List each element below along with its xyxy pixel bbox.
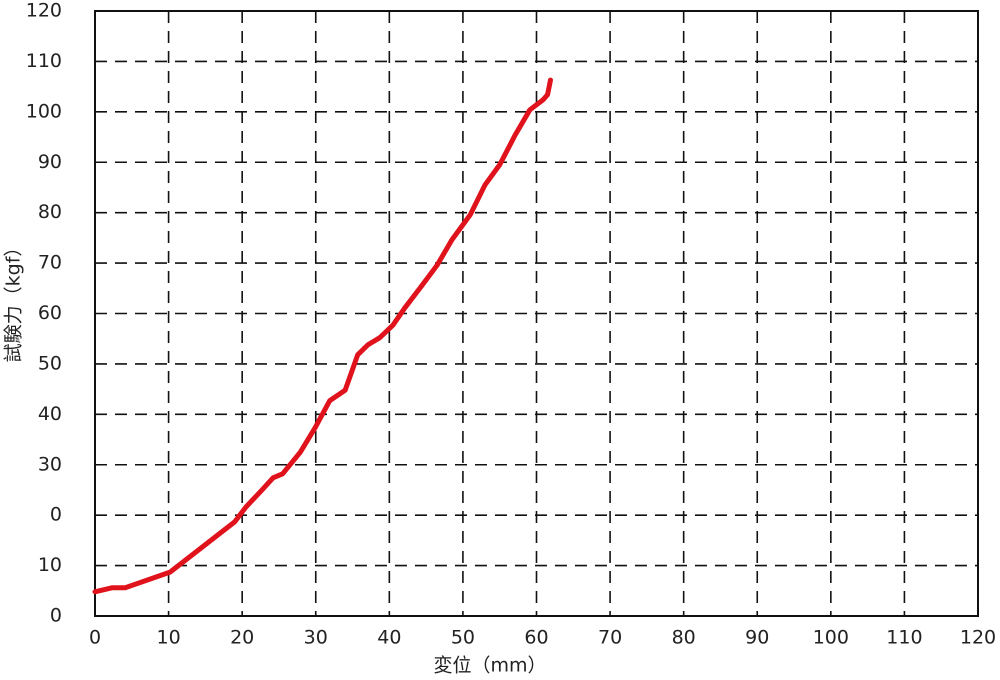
x-tick-label: 80 bbox=[672, 627, 696, 649]
y-tick-label: 30 bbox=[38, 453, 62, 475]
x-tick-label: 50 bbox=[451, 627, 475, 649]
y-tick-label: 60 bbox=[38, 302, 62, 324]
x-tick-label: 20 bbox=[230, 627, 254, 649]
y-tick-label: 0 bbox=[50, 605, 62, 627]
x-tick-label: 70 bbox=[598, 627, 622, 649]
x-tick-label: 60 bbox=[524, 627, 548, 649]
y-tick-label: 10 bbox=[38, 554, 62, 576]
y-tick-label: 0 bbox=[50, 504, 62, 526]
y-axis-label: 試験力（kgf） bbox=[3, 238, 25, 363]
x-tick-label: 40 bbox=[377, 627, 401, 649]
y-tick-label: 110 bbox=[26, 50, 62, 72]
x-tick-label: 90 bbox=[745, 627, 769, 649]
x-tick-label: 30 bbox=[304, 627, 328, 649]
y-tick-label: 90 bbox=[38, 151, 62, 173]
y-tick-label: 120 bbox=[26, 0, 62, 22]
y-tick-label: 50 bbox=[38, 352, 62, 374]
y-tick-label: 80 bbox=[38, 201, 62, 223]
x-tick-label: 0 bbox=[89, 627, 101, 649]
y-tick-label: 100 bbox=[26, 100, 62, 122]
data-line bbox=[92, 77, 553, 595]
x-tick-label: 120 bbox=[960, 627, 996, 649]
x-tick-label: 110 bbox=[886, 627, 922, 649]
x-tick-label: 10 bbox=[156, 627, 180, 649]
x-tick-label: 100 bbox=[813, 627, 849, 649]
x-axis-label: 変位（mm） bbox=[433, 655, 546, 677]
y-tick-label: 40 bbox=[38, 403, 62, 425]
y-tick-label: 70 bbox=[38, 252, 62, 274]
